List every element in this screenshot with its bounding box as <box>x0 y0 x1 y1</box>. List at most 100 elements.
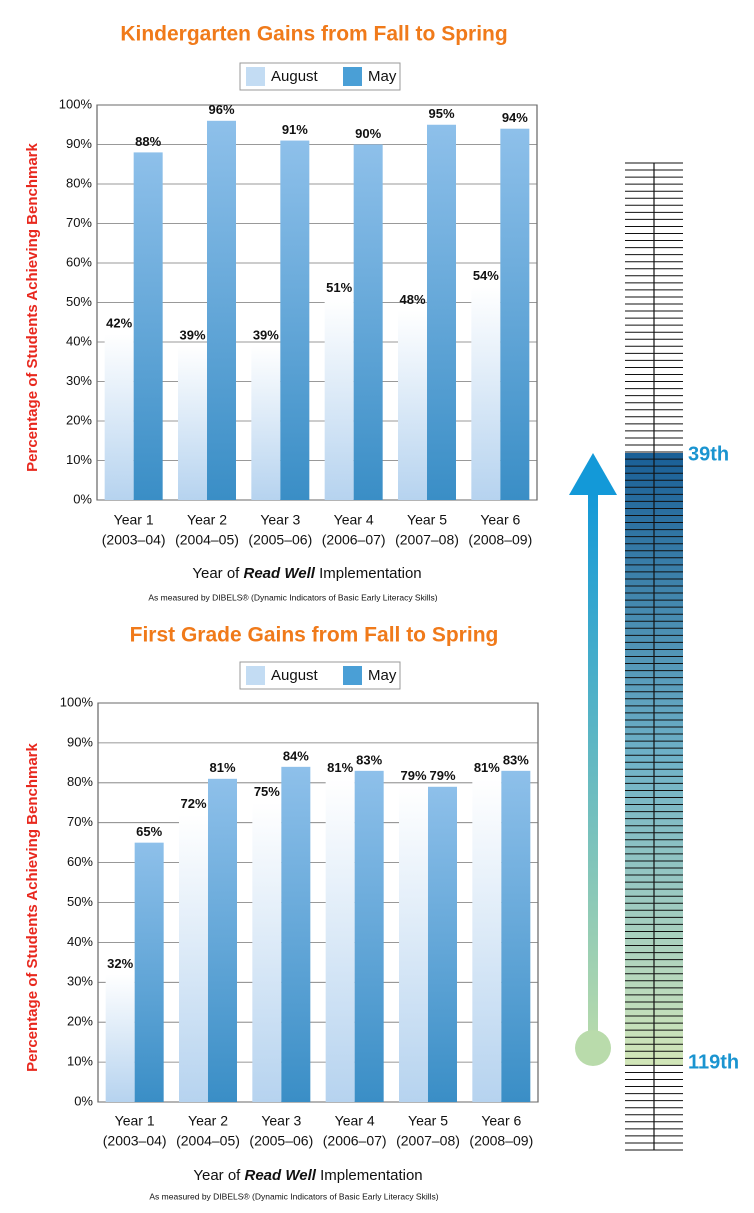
rank-top-label: 39th <box>688 443 729 465</box>
value-label: 65% <box>136 824 162 839</box>
legend-swatch <box>343 67 362 86</box>
bar <box>398 310 427 500</box>
bar <box>208 778 237 1102</box>
x-tick-label: Year 6 <box>481 1113 521 1129</box>
value-label: 91% <box>282 122 308 137</box>
y-axis-title: Percentage of Students Achieving Benchma… <box>24 142 41 471</box>
arrow-shaft <box>588 494 598 1050</box>
value-label: 88% <box>135 134 161 149</box>
bar <box>105 974 135 1102</box>
y-tick-label: 80% <box>67 774 93 789</box>
bar <box>178 345 207 500</box>
y-tick-label: 100% <box>59 96 93 111</box>
x-tick-label: Year 5 <box>408 1113 448 1129</box>
arrow-base <box>575 1030 611 1066</box>
x-tick-sublabel: (2003–04) <box>102 532 166 548</box>
bar <box>353 144 383 500</box>
x-axis-title-part: Year of <box>193 1167 244 1184</box>
value-label: 81% <box>474 760 500 775</box>
y-tick-label: 30% <box>66 373 92 388</box>
x-tick-label: Year 4 <box>335 1113 375 1129</box>
x-tick-label: Year 6 <box>480 512 520 528</box>
y-tick-label: 20% <box>66 412 92 427</box>
y-tick-label: 60% <box>66 254 92 269</box>
x-axis-title: Year of Read Well Implementation <box>192 565 421 582</box>
y-tick-label: 70% <box>67 814 93 829</box>
legend-label: August <box>271 667 319 684</box>
y-tick-label: 20% <box>67 1014 93 1029</box>
bar <box>428 786 457 1102</box>
legend-box <box>239 62 401 91</box>
x-tick-sublabel: (2008–09) <box>468 532 532 548</box>
bar <box>500 128 530 500</box>
x-tick-label: Year 3 <box>260 512 300 528</box>
x-tick-label: Year 3 <box>261 1113 301 1129</box>
value-label: 75% <box>254 784 280 799</box>
footnote: As measured by DIBELS® (Dynamic Indicato… <box>148 592 437 602</box>
bar <box>399 786 428 1102</box>
bar <box>207 120 236 501</box>
legend-swatch <box>246 666 265 685</box>
value-label: 94% <box>502 110 528 125</box>
bar <box>133 152 163 500</box>
y-tick-label: 90% <box>66 136 92 151</box>
x-tick-sublabel: (2004–05) <box>176 1133 240 1149</box>
legend-box <box>239 661 401 690</box>
bar <box>324 298 354 500</box>
value-label: 54% <box>473 268 499 283</box>
legend-label: May <box>368 667 397 684</box>
bar <box>427 124 456 500</box>
x-tick-label: Year 2 <box>187 512 227 528</box>
value-label: 83% <box>503 752 529 767</box>
y-tick-label: 100% <box>60 694 94 709</box>
y-tick-label: 50% <box>66 294 92 309</box>
y-axis-title: Percentage of Students Achieving Benchma… <box>24 742 41 1071</box>
y-tick-label: 90% <box>67 734 93 749</box>
value-label: 90% <box>355 126 381 141</box>
value-label: 48% <box>399 292 425 307</box>
y-tick-label: 40% <box>67 934 93 949</box>
arrow-head <box>569 453 617 495</box>
y-tick-label: 70% <box>66 215 92 230</box>
bar <box>501 770 531 1102</box>
y-tick-label: 10% <box>67 1054 93 1069</box>
bar <box>472 778 502 1102</box>
x-tick-label: Year 5 <box>407 512 447 528</box>
value-label: 72% <box>180 796 206 811</box>
x-tick-sublabel: (2006–07) <box>322 532 386 548</box>
bar <box>179 814 208 1102</box>
y-tick-label: 10% <box>66 452 92 467</box>
bar <box>104 334 134 500</box>
y-tick-label: 50% <box>67 894 93 909</box>
value-label: 39% <box>253 327 279 342</box>
bar <box>354 770 384 1102</box>
legend-label: August <box>271 68 319 85</box>
value-label: 51% <box>326 280 352 295</box>
x-tick-sublabel: (2008–09) <box>469 1133 533 1149</box>
value-label: 95% <box>428 106 454 121</box>
chart-title: First Grade Gains from Fall to Spring <box>130 624 499 647</box>
x-tick-label: Year 4 <box>334 512 374 528</box>
bar <box>134 842 164 1102</box>
x-tick-sublabel: (2004–05) <box>175 532 239 548</box>
value-label: 81% <box>209 760 235 775</box>
x-tick-sublabel: (2007–08) <box>396 1133 460 1149</box>
legend-label: May <box>368 68 397 85</box>
x-tick-label: Year 1 <box>114 512 154 528</box>
footnote: As measured by DIBELS® (Dynamic Indicato… <box>149 1191 438 1201</box>
rank-ladder <box>625 162 683 1151</box>
value-label: 79% <box>400 768 426 783</box>
value-label: 81% <box>327 760 353 775</box>
x-tick-sublabel: (2005–06) <box>248 532 312 548</box>
y-tick-label: 30% <box>67 974 93 989</box>
y-tick-label: 80% <box>66 175 92 190</box>
value-label: 39% <box>179 327 205 342</box>
bar <box>471 286 501 500</box>
value-label: 32% <box>107 956 133 971</box>
bar <box>251 345 281 500</box>
x-tick-sublabel: (2005–06) <box>249 1133 313 1149</box>
value-label: 84% <box>283 748 309 763</box>
value-label: 42% <box>106 316 132 331</box>
bar <box>252 802 282 1102</box>
